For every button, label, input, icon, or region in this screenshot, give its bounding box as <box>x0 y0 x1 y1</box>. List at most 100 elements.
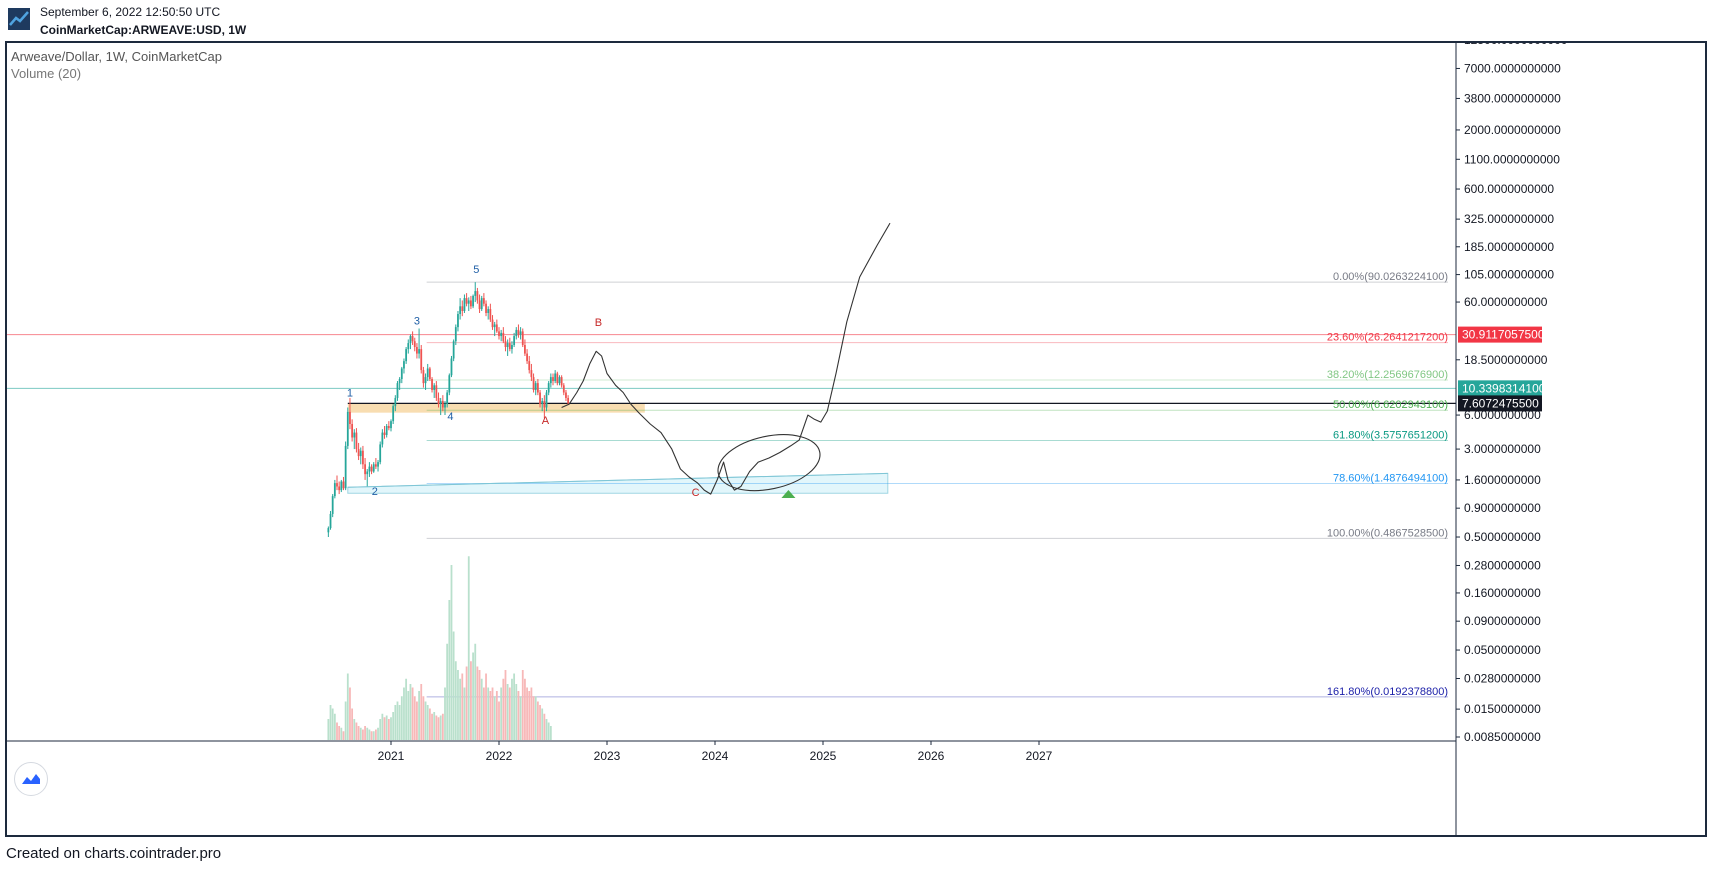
candle-body[interactable] <box>480 298 483 310</box>
candle-body[interactable] <box>502 332 505 342</box>
chart-frame[interactable]: 0.00%(90.0263224100) 23.60%(26.2641217200… <box>5 41 1707 837</box>
candle-body[interactable] <box>547 383 550 393</box>
candle-body[interactable] <box>446 392 449 405</box>
candle-body[interactable] <box>398 379 401 384</box>
candle-body[interactable] <box>387 426 390 429</box>
candle-body[interactable] <box>381 432 384 445</box>
candle-body[interactable] <box>526 353 528 362</box>
candle-body[interactable] <box>355 432 358 450</box>
candle-body[interactable] <box>554 373 557 382</box>
candle-body[interactable] <box>549 377 552 384</box>
candle-body[interactable] <box>370 466 373 472</box>
candle-body[interactable] <box>530 370 533 378</box>
candle-body[interactable] <box>385 426 388 435</box>
legend-title[interactable]: Arweave/Dollar, 1W, CoinMarketCap <box>11 49 222 64</box>
price-tag-1[interactable] <box>1458 380 1542 397</box>
candle-body[interactable] <box>338 486 341 491</box>
candle-body[interactable] <box>558 377 561 384</box>
candle-body[interactable] <box>418 349 420 354</box>
candle-body[interactable] <box>428 368 431 380</box>
candle-body[interactable] <box>459 306 462 315</box>
candle-body[interactable] <box>467 300 470 304</box>
candle-body[interactable] <box>357 449 360 457</box>
candle-body[interactable] <box>470 300 472 307</box>
candle-body[interactable] <box>567 397 570 404</box>
candle-body[interactable] <box>539 392 541 405</box>
candle-body[interactable] <box>424 377 427 384</box>
candle-body[interactable] <box>383 432 386 435</box>
candle-body[interactable] <box>508 343 511 350</box>
candle-body[interactable] <box>482 298 485 304</box>
candle-body[interactable] <box>519 331 522 335</box>
candle-body[interactable] <box>536 383 539 393</box>
candle-body[interactable] <box>342 481 345 489</box>
candle-body[interactable] <box>368 466 371 472</box>
candle-body[interactable] <box>562 385 565 393</box>
candle-body[interactable] <box>346 411 349 446</box>
candle-body[interactable] <box>433 385 436 390</box>
candle-body[interactable] <box>532 377 535 390</box>
candle-body[interactable] <box>465 298 468 304</box>
candle-body[interactable] <box>556 373 559 384</box>
candle-body[interactable] <box>364 464 366 475</box>
candle-body[interactable] <box>396 383 399 398</box>
candle-body[interactable] <box>431 379 433 390</box>
chart-canvas[interactable]: 0.00%(90.0263224100) 23.60%(26.2641217200… <box>7 43 1705 835</box>
candle-body[interactable] <box>351 424 354 438</box>
candle-body[interactable] <box>511 345 513 350</box>
candle-body[interactable] <box>485 303 487 313</box>
candle-body[interactable] <box>448 375 451 393</box>
candle-body[interactable] <box>444 404 446 408</box>
candle-body[interactable] <box>457 314 459 328</box>
candle-body[interactable] <box>524 345 526 354</box>
candle-body[interactable] <box>565 392 567 398</box>
candle-body[interactable] <box>521 331 524 346</box>
candle-body[interactable] <box>495 324 498 332</box>
candle-body[interactable] <box>379 444 382 463</box>
price-tag-0[interactable] <box>1458 326 1542 343</box>
candle-body[interactable] <box>504 341 507 348</box>
candle-body[interactable] <box>403 361 405 369</box>
candle-body[interactable] <box>489 309 492 320</box>
candle-body[interactable] <box>340 481 343 491</box>
candle-body[interactable] <box>463 298 466 311</box>
candle-body[interactable] <box>409 336 412 344</box>
candle-body[interactable] <box>450 358 453 376</box>
legend-volume[interactable]: Volume (20) <box>11 66 82 81</box>
candle-body[interactable] <box>366 471 369 475</box>
candle-body[interactable] <box>353 432 356 438</box>
candle-body[interactable] <box>349 411 351 425</box>
candle-body[interactable] <box>411 336 414 342</box>
candle-body[interactable] <box>534 383 537 390</box>
candle-body[interactable] <box>422 370 425 384</box>
candle-body[interactable] <box>543 400 546 408</box>
candle-body[interactable] <box>413 341 416 348</box>
candle-body[interactable] <box>327 528 330 533</box>
candle-body[interactable] <box>474 291 477 296</box>
candle-body[interactable] <box>405 349 408 362</box>
candle-body[interactable] <box>437 397 440 405</box>
candle-body[interactable] <box>478 300 481 310</box>
candle-body[interactable] <box>374 464 377 467</box>
candle-body[interactable] <box>452 341 455 359</box>
candle-body[interactable] <box>515 329 518 337</box>
candle-body[interactable] <box>420 349 423 371</box>
candle-body[interactable] <box>435 385 438 398</box>
tradingview-badge-button[interactable] <box>14 762 48 796</box>
candle-body[interactable] <box>472 295 474 307</box>
candle-body[interactable] <box>331 496 334 514</box>
candle-body[interactable] <box>392 406 395 422</box>
candle-body[interactable] <box>493 324 496 328</box>
candle-body[interactable] <box>454 327 457 342</box>
projection-path[interactable] <box>561 222 891 495</box>
candle-body[interactable] <box>362 450 364 465</box>
candle-body[interactable] <box>333 483 336 497</box>
candle-body[interactable] <box>407 343 410 350</box>
candle-body[interactable] <box>500 332 503 337</box>
candle-body[interactable] <box>426 368 429 378</box>
ellipse-drawing[interactable] <box>713 426 825 499</box>
price-tag-2[interactable] <box>1458 395 1542 412</box>
candle-body[interactable] <box>416 347 418 354</box>
candle-body[interactable] <box>552 377 554 382</box>
candle-body[interactable] <box>506 343 509 348</box>
